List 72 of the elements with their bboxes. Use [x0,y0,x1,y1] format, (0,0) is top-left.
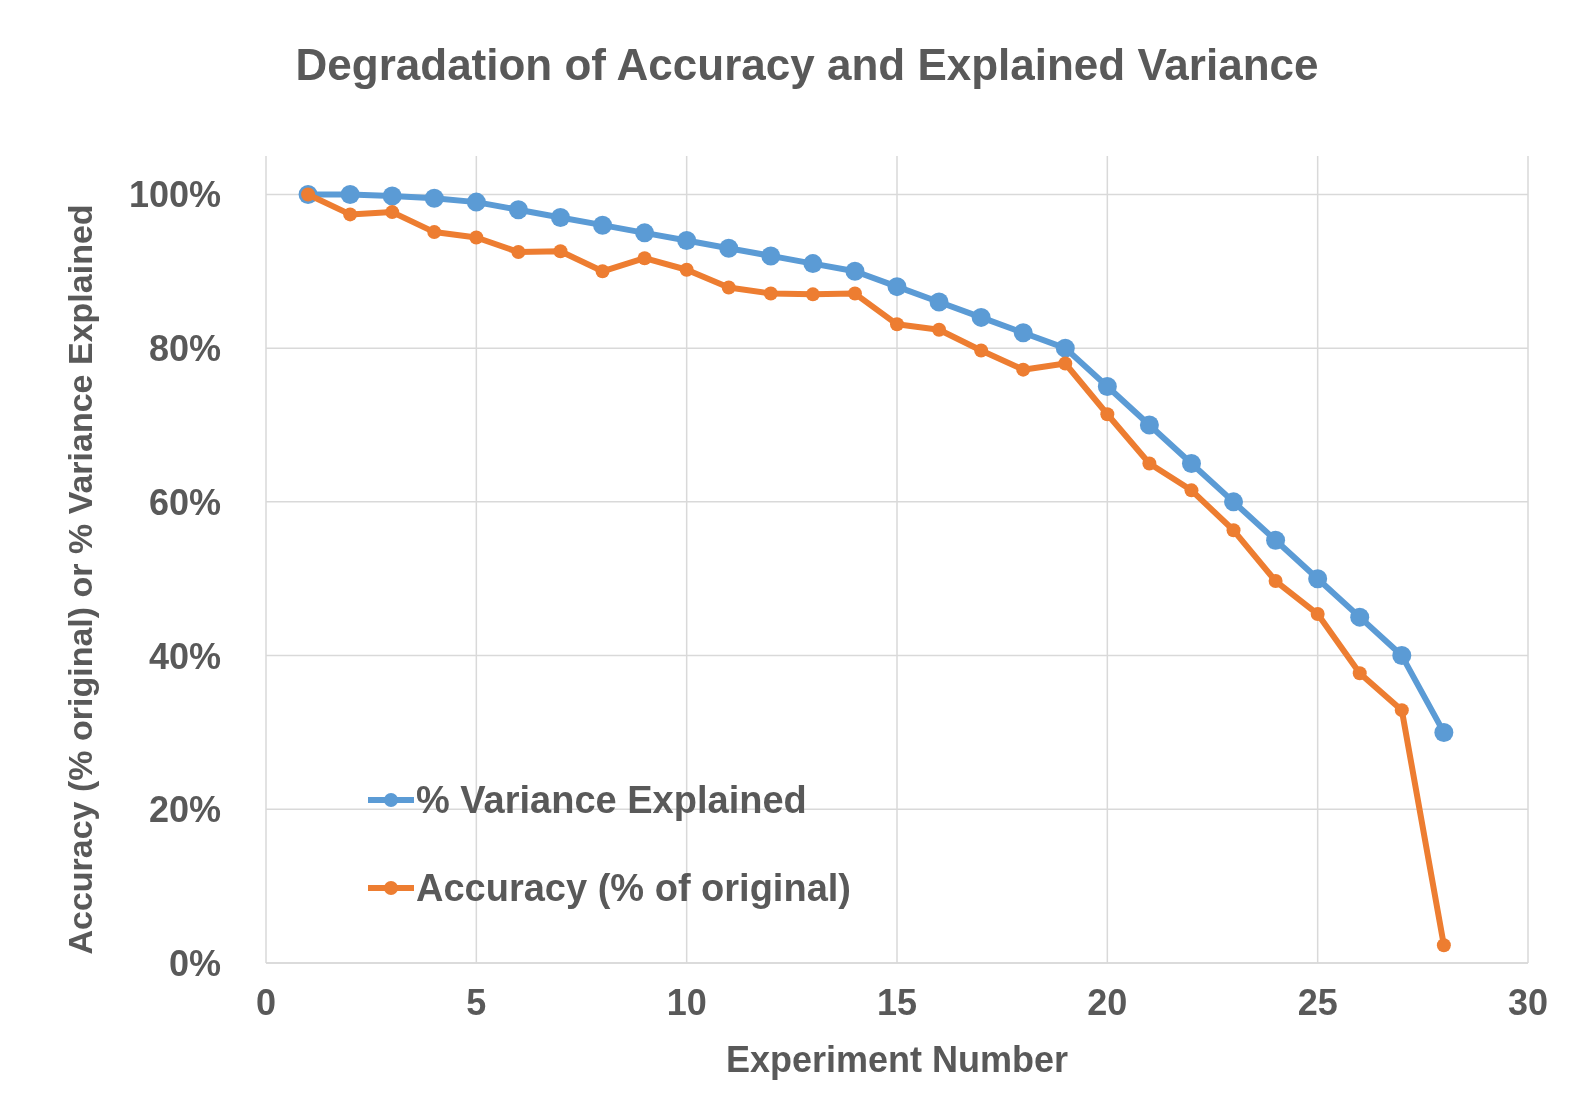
point [1016,362,1031,377]
x-tick-label: 15 [876,982,918,1023]
point [1226,523,1241,538]
point [1392,646,1412,666]
point [385,205,400,220]
point [721,280,736,295]
x-tick-label: 10 [666,982,707,1023]
point [593,215,613,235]
y-tick-label: 100% [128,174,221,216]
point [1181,453,1201,473]
point [1055,338,1075,358]
point [1100,407,1115,422]
point [508,200,528,220]
point [679,262,694,277]
point [424,188,444,208]
point [1352,666,1367,681]
point [890,317,904,332]
point [466,192,486,212]
point [550,207,570,227]
point [1268,574,1283,589]
point [1434,722,1454,742]
point [1013,323,1033,343]
point [1058,356,1073,371]
point [845,261,865,281]
point [971,307,991,327]
legend-label: % Variance Explained [416,779,807,821]
y-tick-label: 40% [148,635,221,677]
point [1308,569,1328,589]
x-tick-label: 5 [466,982,487,1023]
y-tick-label: 0% [168,943,221,984]
point [511,245,526,260]
x-tick-label: 0 [255,982,277,1023]
point [595,264,610,279]
point [887,277,907,297]
point [1310,607,1325,622]
y-axis-title: Accuracy (% original) or % Variance Explained [61,204,99,955]
point [340,184,360,204]
point [1184,483,1199,498]
x-tick-label: 20 [1087,982,1128,1023]
point [469,230,484,245]
point [932,322,947,337]
point [677,231,697,251]
point [974,343,989,358]
point [761,246,781,266]
y-tick-label: 60% [148,481,221,523]
point [1350,607,1370,627]
point [1266,530,1286,550]
point [929,292,949,312]
point [1142,456,1157,471]
point [1139,415,1159,435]
legend-label: Accuracy (% of original) [416,867,851,909]
point [763,286,778,301]
point [553,244,568,259]
point [635,223,655,243]
x-tick-label: 30 [1507,982,1549,1023]
point [427,225,442,240]
point [637,251,652,266]
point [343,207,358,222]
point [805,287,820,302]
x-tick-label: 25 [1297,982,1338,1023]
point [1097,377,1117,397]
point [719,238,739,258]
y-tick-label: 80% [148,328,221,370]
point [382,186,402,206]
point [1436,938,1451,953]
point [1224,492,1244,512]
point [847,286,862,301]
chart-title: Degradation of Accuracy and Explained Variance [295,40,1319,89]
x-axis-title: Experiment Number [725,1039,1069,1080]
point [1394,703,1409,718]
point [803,254,823,274]
y-tick-label: 20% [148,789,221,831]
